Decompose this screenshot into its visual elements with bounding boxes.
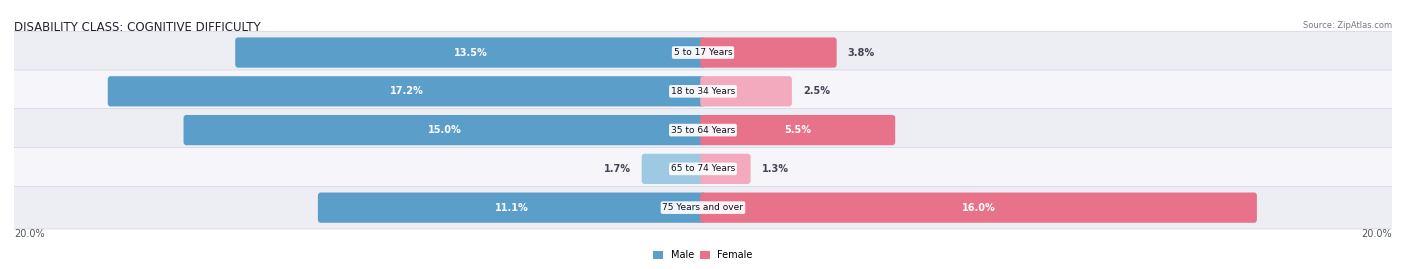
FancyBboxPatch shape	[235, 37, 706, 68]
FancyBboxPatch shape	[700, 76, 792, 107]
FancyBboxPatch shape	[318, 193, 706, 223]
Legend: Male, Female: Male, Female	[650, 246, 756, 264]
Text: 65 to 74 Years: 65 to 74 Years	[671, 164, 735, 173]
FancyBboxPatch shape	[641, 154, 706, 184]
FancyBboxPatch shape	[10, 186, 1396, 229]
Text: 1.3%: 1.3%	[762, 164, 789, 174]
Text: 20.0%: 20.0%	[1361, 229, 1392, 239]
FancyBboxPatch shape	[10, 31, 1396, 74]
Text: 1.7%: 1.7%	[603, 164, 631, 174]
Text: 15.0%: 15.0%	[427, 125, 461, 135]
Text: DISABILITY CLASS: COGNITIVE DIFFICULTY: DISABILITY CLASS: COGNITIVE DIFFICULTY	[14, 21, 260, 34]
FancyBboxPatch shape	[10, 147, 1396, 190]
FancyBboxPatch shape	[700, 37, 837, 68]
FancyBboxPatch shape	[184, 115, 706, 145]
FancyBboxPatch shape	[700, 193, 1257, 223]
FancyBboxPatch shape	[700, 115, 896, 145]
Text: 13.5%: 13.5%	[454, 48, 488, 58]
Text: 11.1%: 11.1%	[495, 203, 529, 213]
FancyBboxPatch shape	[10, 109, 1396, 151]
FancyBboxPatch shape	[108, 76, 706, 107]
Text: 5 to 17 Years: 5 to 17 Years	[673, 48, 733, 57]
Text: 3.8%: 3.8%	[848, 48, 875, 58]
Text: Source: ZipAtlas.com: Source: ZipAtlas.com	[1303, 21, 1392, 30]
Text: 35 to 64 Years: 35 to 64 Years	[671, 126, 735, 134]
Text: 75 Years and over: 75 Years and over	[662, 203, 744, 212]
Text: 16.0%: 16.0%	[962, 203, 995, 213]
Text: 20.0%: 20.0%	[14, 229, 45, 239]
Text: 18 to 34 Years: 18 to 34 Years	[671, 87, 735, 96]
FancyBboxPatch shape	[10, 70, 1396, 113]
FancyBboxPatch shape	[700, 154, 751, 184]
Text: 2.5%: 2.5%	[803, 86, 830, 96]
Text: 5.5%: 5.5%	[785, 125, 811, 135]
Text: 17.2%: 17.2%	[389, 86, 423, 96]
